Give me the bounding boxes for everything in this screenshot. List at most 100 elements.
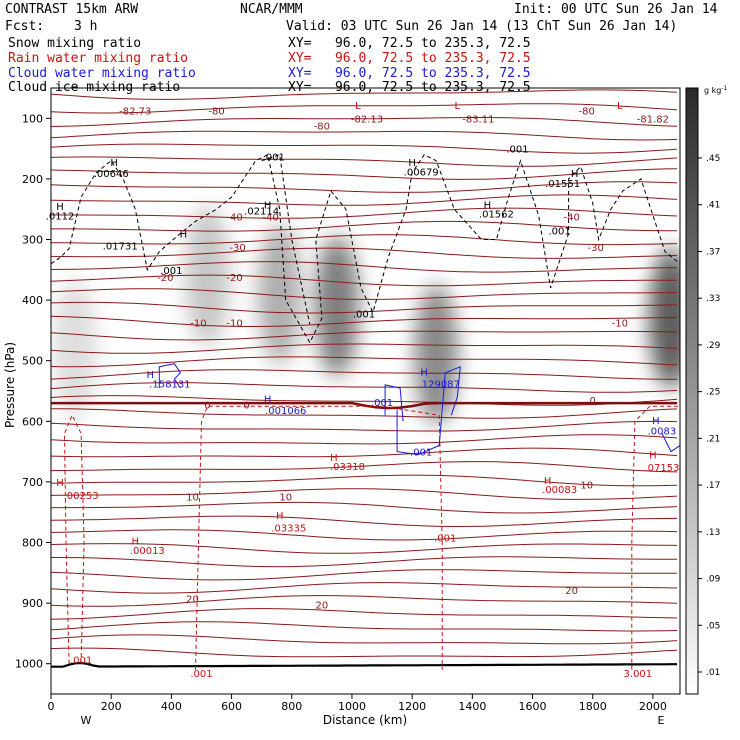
temperature-contour-line xyxy=(51,168,678,180)
temperature-contour-line xyxy=(51,395,678,406)
temperature-contour-line xyxy=(51,234,678,246)
temperature-contour-label: -80 xyxy=(579,106,595,117)
temperature-contour-label: -40 xyxy=(563,212,579,223)
field-xy-rain: XY= 96.0, 72.5 to 235.3, 72.5 xyxy=(288,51,531,66)
mixing-ratio-contours xyxy=(51,153,680,670)
temperature-contour-label: 10 xyxy=(279,492,292,503)
maximum-value-label: .00083 xyxy=(542,485,577,496)
maximum-value-label: .158131 xyxy=(149,380,190,391)
temperature-contour-line xyxy=(51,408,678,419)
maximum-value-label: .001 xyxy=(353,309,375,320)
y-tick-label: 900 xyxy=(22,597,43,610)
field-xy-snow: XY= 96.0, 72.5 to 235.3, 72.5 xyxy=(288,36,531,51)
extremum-marker: H xyxy=(330,453,338,464)
temperature-contour-label: -30 xyxy=(229,243,245,254)
colorbar-tick-label: .33 xyxy=(706,294,720,304)
maximum-value-label: .01551 xyxy=(545,179,580,190)
maximum-value-label: 3.001 xyxy=(624,669,653,680)
x-tick-label: 0 xyxy=(48,700,55,713)
axes: 0 200 400 600 800 1000 1200 1400 1600 1800 2000100… xyxy=(15,112,667,713)
temperature-contour-label: 20 xyxy=(565,586,578,597)
shading-blob xyxy=(185,205,230,346)
colorbar-tick-label: .13 xyxy=(706,528,720,538)
y-tick-label: 800 xyxy=(22,537,43,550)
temperature-contour-line xyxy=(51,515,678,527)
temperature-contour-line xyxy=(51,207,678,219)
temperature-contour-label: -20 xyxy=(226,273,242,284)
rain-water-contour xyxy=(631,405,680,670)
maximum-value-label: .001 xyxy=(548,226,570,237)
extremum-marker: L xyxy=(617,101,623,112)
extremum-marker: H xyxy=(56,478,64,489)
shading-blob xyxy=(257,224,302,365)
temperature-contour-line xyxy=(51,301,678,314)
temperature-contour-label: 0 xyxy=(243,400,249,411)
temperature-contour-line xyxy=(51,434,678,445)
x-tick-label: 800 xyxy=(281,700,302,713)
temperature-contour-line xyxy=(51,647,678,658)
temperature-contour-label: 10 xyxy=(186,492,199,503)
org-label: NCAR/MMM xyxy=(240,2,303,17)
temperature-contour-line xyxy=(51,330,678,341)
temperature-contour-label: -10 xyxy=(226,319,242,330)
temperature-contour-line xyxy=(51,194,678,206)
x-tick-label: 1600 xyxy=(519,700,547,713)
temperature-contour-label: 20 xyxy=(186,594,199,605)
temperature-contour-label: -10 xyxy=(190,319,206,330)
maximum-value-label: .001066 xyxy=(265,406,306,417)
field-label-cloud-ice: Cloud ice mixing ratio xyxy=(8,80,181,95)
colorbar-tick-label: .09 xyxy=(706,575,721,585)
temperature-contour-line xyxy=(51,501,678,514)
y-axis-label: Pressure (hPa) xyxy=(3,342,17,428)
temperature-contour-line xyxy=(51,634,678,645)
colorbar-tick-label: .17 xyxy=(706,481,720,491)
temperature-contour-line xyxy=(51,130,678,141)
temperature-contour-line xyxy=(51,103,678,114)
temperature-contour-line xyxy=(51,488,678,500)
temperature-contour-line xyxy=(51,156,678,167)
temperature-contour-label: -83.11 xyxy=(462,114,494,125)
shading-blob xyxy=(648,248,680,389)
temperature-contour-line xyxy=(51,461,678,473)
maximum-value-label: .00646 xyxy=(94,169,129,180)
field-label-rain: Rain water mixing ratio xyxy=(8,51,189,66)
field-label-cloud-water: Cloud water mixing ratio xyxy=(8,66,196,81)
valid-time: Valid: 03 UTC Sun 26 Jan 14 (13 ChT Sun … xyxy=(286,19,678,34)
temperature-contour-line xyxy=(51,608,678,620)
x-axis-label: Distance (km) xyxy=(323,713,407,727)
maximum-value-label: .07153 xyxy=(644,463,679,474)
temperature-contour-line xyxy=(51,447,678,458)
maximum-value-label: .001 xyxy=(160,266,182,277)
extremum-marker: H xyxy=(110,158,118,169)
extremum-marker: H xyxy=(180,229,188,240)
colorbar-ramp xyxy=(685,87,699,695)
temperature-contour-label: 0 xyxy=(204,400,210,411)
init-time: Init: 00 UTC Sun 26 Jan 14 xyxy=(514,2,718,17)
surface-pressure-line xyxy=(51,661,677,668)
temperature-contour-label: -40 xyxy=(226,212,242,223)
maximum-value-label: .00679 xyxy=(404,168,439,179)
y-tick-label: 600 xyxy=(22,415,43,428)
field-xy-cloud-water: XY= 96.0, 72.5 to 235.3, 72.5 xyxy=(288,66,531,81)
temperature-contour-line xyxy=(51,420,678,432)
maximum-value-label: .02114 xyxy=(244,206,279,217)
colorbar-tick-label: .01 xyxy=(706,668,720,678)
shading-blob xyxy=(53,278,98,419)
y-tick-label: 300 xyxy=(22,234,43,247)
model-title: CONTRAST 15km ARW xyxy=(5,2,139,17)
maximum-value-label: .001 xyxy=(70,655,92,666)
x-tick-label: 200 xyxy=(101,700,122,713)
extremum-marker: H xyxy=(276,511,284,522)
colorbar-tick-label: .45 xyxy=(706,154,720,164)
y-tick-label: 200 xyxy=(22,173,43,186)
maximum-value-label: .03318 xyxy=(330,462,365,473)
mixing-ratio-shading xyxy=(53,205,680,425)
temperature-contour-line xyxy=(51,143,678,154)
maximum-value-label: .129087 xyxy=(419,380,460,391)
maximum-value-label: .001 xyxy=(190,669,212,680)
maximum-value-label: .03335 xyxy=(271,523,306,534)
colorbar-tick-label: .21 xyxy=(706,434,720,444)
temperature-contour-line xyxy=(51,543,678,554)
temperature-contour-line xyxy=(51,261,678,273)
extremum-marker: H xyxy=(571,169,579,180)
